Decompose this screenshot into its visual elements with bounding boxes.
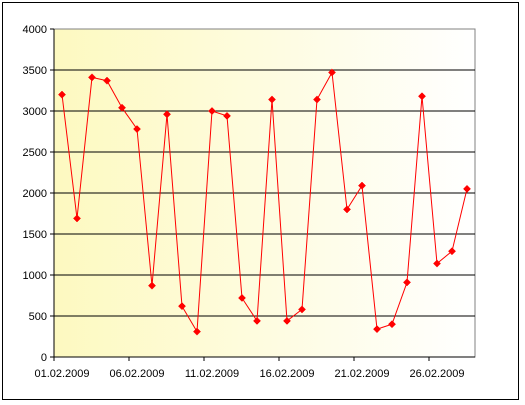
- x-tick-label: 26.02.2009: [409, 368, 464, 380]
- data-point-marker: [193, 327, 201, 336]
- data-point-marker: [388, 320, 396, 329]
- data-point-marker: [223, 111, 231, 120]
- data-point-marker: [58, 90, 66, 99]
- data-point-marker: [313, 95, 321, 104]
- x-tick-label: 11.02.2009: [185, 368, 239, 380]
- y-tick-label: 1500: [23, 229, 47, 241]
- x-axis: 01.02.2009 06.02.2009 11.02.2009 16.02.2009…: [34, 356, 475, 380]
- data-point-marker: [298, 305, 306, 314]
- data-point-marker: [463, 184, 471, 193]
- data-point-marker: [373, 325, 381, 334]
- x-tick-label: 01.02.2009: [34, 368, 89, 380]
- data-point-marker: [448, 247, 456, 256]
- data-point-marker: [403, 278, 411, 287]
- data-point-marker: [238, 294, 246, 302]
- y-tick-label: 3000: [23, 106, 47, 118]
- data-point-marker: [208, 107, 216, 115]
- data-point-marker: [268, 95, 276, 104]
- data-point-marker: [118, 103, 126, 112]
- x-tick-label: 06.02.2009: [109, 368, 164, 380]
- data-point-marker: [88, 73, 96, 82]
- data-point-marker: [133, 125, 141, 133]
- data-point-marker: [358, 181, 366, 190]
- data-point-marker: [148, 281, 156, 290]
- data-point-marker: [178, 302, 186, 311]
- data-point-marker: [253, 316, 261, 325]
- data-point-marker: [163, 110, 171, 119]
- y-tick-label: 2500: [23, 147, 47, 159]
- y-tick-label: 4000: [23, 24, 47, 36]
- data-point-marker: [73, 214, 81, 223]
- data-point-marker: [283, 316, 291, 325]
- y-tick-label: 0: [41, 352, 47, 364]
- data-point-marker: [433, 259, 441, 268]
- y-tick-label: 2000: [23, 188, 47, 200]
- data-point-marker: [343, 205, 351, 214]
- series-markers: [58, 68, 471, 336]
- y-tick-label: 500: [29, 311, 47, 323]
- y-tick-label: 3500: [23, 65, 47, 77]
- y-axis: 0 500 1000 1500 2000 2500 3000 3500 4000: [23, 24, 55, 364]
- x-tick-label: 21.02.2009: [334, 368, 389, 380]
- series-line: [61, 70, 468, 334]
- data-point-marker: [328, 68, 336, 77]
- x-tick-label: 16.02.2009: [259, 368, 314, 380]
- y-tick-label: 1000: [23, 270, 47, 282]
- data-point-marker: [418, 92, 426, 101]
- data-point-marker: [103, 76, 111, 85]
